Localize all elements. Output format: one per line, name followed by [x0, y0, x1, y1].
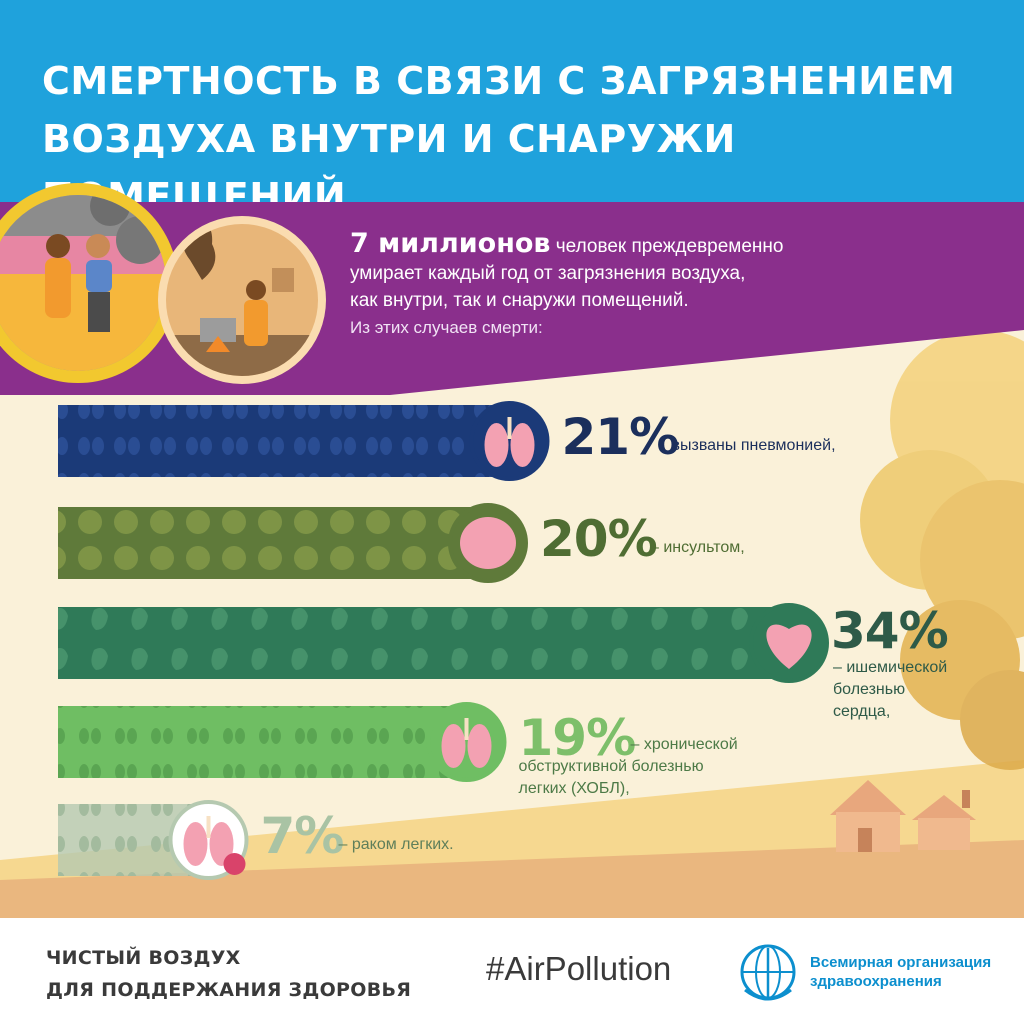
campaign-line-1: ЧИСТЫЙ ВОЗДУХ	[46, 947, 241, 969]
intro-line-3: как внутри, так и снаружи помещений.	[350, 290, 689, 311]
intro-sub: Из этих случаев смерти:	[350, 318, 543, 337]
lungs-icon	[484, 417, 535, 467]
indoor-scene-icon	[158, 216, 326, 384]
bar-pattern	[58, 507, 488, 579]
bar-pattern	[58, 405, 510, 477]
category-label: – инсультом,	[650, 539, 745, 556]
bar-group	[58, 702, 507, 782]
campaign-title: ЧИСТЫЙ ВОЗДУХ ДЛЯ ПОДДЕРЖАНИЯ ЗДОРОВЬЯ	[46, 942, 411, 1006]
value-label: 20%	[540, 510, 658, 568]
intro-text: 7 миллионов человек преждевременно умира…	[350, 230, 910, 341]
bar-pattern	[58, 607, 789, 679]
ground-band-orange	[0, 840, 1024, 935]
category-label: – хронической	[630, 736, 738, 753]
intro-line-2: умирает каждый год от загрязнения воздух…	[350, 263, 746, 284]
house-icon	[912, 790, 976, 850]
who-emblem-icon	[740, 944, 796, 1001]
value-label: 7%	[260, 807, 345, 865]
icon-circle	[469, 401, 550, 481]
house-icon	[830, 780, 906, 852]
campaign-line-2: ДЛЯ ПОДДЕРЖАНИЯ ЗДОРОВЬЯ	[46, 979, 412, 1001]
who-name-line-2: здравоохранения	[810, 973, 942, 990]
outdoor-scene-icon	[0, 183, 178, 383]
value-label: 34%	[831, 602, 949, 660]
bar-group	[58, 603, 829, 683]
category-label: болезнью	[833, 681, 906, 698]
smog-cloud	[860, 330, 1024, 770]
bar-group	[58, 503, 528, 583]
category-label: – ишемической	[833, 659, 948, 676]
header-banner: СМЕРТНОСТЬ В СВЯЗИ С ЗАГРЯЗНЕНИЕМ ВОЗДУХ…	[0, 0, 1024, 219]
lungs-icon	[441, 718, 492, 768]
intro-highlight: 7 миллионов	[350, 228, 551, 259]
intro-line-1: человек преждевременно	[550, 236, 784, 257]
page-title: СМЕРТНОСТЬ В СВЯЗИ С ЗАГРЯЗНЕНИЕМ ВОЗДУХ…	[42, 52, 1002, 226]
hashtag[interactable]: #AirPollution	[486, 950, 672, 987]
lungs-cancer-icon	[183, 816, 246, 875]
title-line-2: ВОЗДУХА ВНУТРИ И СНАРУЖИ ПОМЕЩЕНИЙ	[42, 117, 736, 219]
category-label: обструктивной болезнью	[518, 758, 704, 775]
bars-layer	[58, 401, 829, 880]
value-label: 19%	[518, 709, 637, 767]
title-line-1: СМЕРТНОСТЬ В СВЯЗИ С ЗАГРЯЗНЕНИЕМ	[42, 59, 956, 103]
bar-group	[58, 800, 249, 880]
bar-pattern	[58, 706, 467, 778]
icon-circle	[426, 702, 507, 782]
who-name: Всемирная организация здравоохранения	[810, 953, 1020, 991]
who-name-line-1: Всемирная организация	[810, 954, 992, 971]
category-label: сердца,	[833, 703, 891, 720]
value-label: 21%	[561, 408, 680, 466]
footer	[0, 918, 1024, 1024]
category-label: – раком легких.	[338, 836, 454, 853]
brain-icon	[460, 517, 516, 569]
category-label: легких (ХОБЛ),	[518, 780, 630, 797]
bar-group	[58, 401, 550, 481]
heart-icon	[766, 624, 812, 669]
category-label: вызваны пневмонией,	[671, 437, 836, 454]
illustration-scene	[0, 183, 1024, 935]
